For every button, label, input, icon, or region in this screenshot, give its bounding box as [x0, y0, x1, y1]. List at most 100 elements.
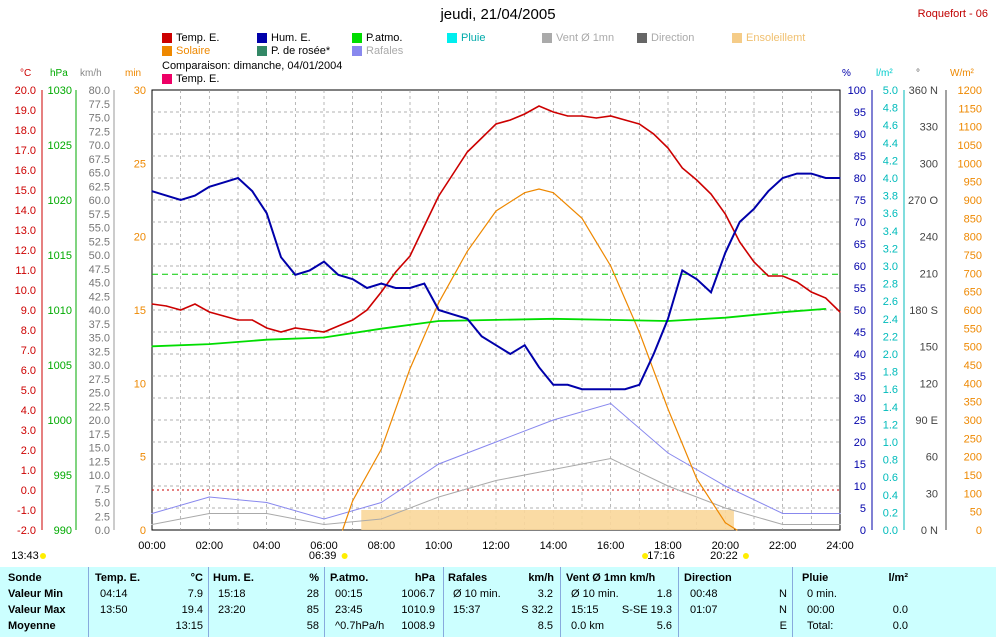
table-cell: 23:20 [218, 604, 246, 616]
table-cell: 28 [306, 588, 319, 600]
data-point [653, 133, 655, 135]
min-tick: 10 [134, 378, 146, 390]
table-row-label: Valeur Min [8, 588, 64, 600]
dir-tick: 60 [926, 452, 938, 464]
pres-tick: 1025 [48, 140, 72, 152]
wind-tick: 67.5 [89, 154, 110, 166]
legend-item: Hum. E. [257, 32, 311, 44]
rain-tick: 2.4 [883, 314, 898, 326]
data-point [839, 177, 841, 179]
data-point [294, 274, 296, 276]
wind-tick: 25.0 [89, 388, 110, 400]
sunset-dot [742, 553, 749, 559]
table-row-label: Moyenne [8, 620, 56, 632]
data-point [767, 275, 769, 277]
data-point [753, 261, 755, 263]
wind-tick: 40.0 [89, 305, 110, 317]
legend-swatch [162, 33, 172, 43]
solar-tick: 0 [976, 525, 982, 537]
legend-label: Pluie [461, 32, 486, 44]
wind-tick: 27.5 [89, 374, 110, 386]
legend-item: Ensoleillemt [732, 32, 805, 44]
dir-tick: 360 N [909, 85, 938, 97]
wind-tick: 60.0 [89, 195, 110, 207]
table-cell: 15:37 [453, 604, 481, 616]
data-point [638, 123, 640, 125]
wind-tick: 42.5 [89, 291, 110, 303]
rain-tick: 1.2 [883, 419, 898, 431]
data-point [380, 328, 382, 330]
table-header: Sonde [8, 572, 42, 584]
table-header: Hum. E. [213, 572, 254, 584]
data-point [724, 317, 726, 319]
temp-tick: 16.0 [15, 165, 36, 177]
solar-tick: 800 [964, 232, 982, 244]
rain-tick: 3.6 [883, 208, 898, 220]
wind-tick: 47.5 [89, 264, 110, 276]
table-header: P.atmo. [330, 572, 369, 584]
data-point [610, 457, 612, 460]
solar-tick: 1150 [958, 103, 982, 115]
data-point [839, 523, 841, 526]
table-header: Vent Ø 1mn km/h [566, 572, 656, 584]
wind-tick: 12.5 [89, 456, 110, 468]
min-tick: 25 [134, 158, 146, 170]
noon-dot [642, 553, 649, 559]
data-point [710, 291, 712, 293]
temp-tick: 8.0 [21, 325, 36, 337]
data-point [667, 485, 669, 487]
wind-tick: 5.0 [95, 498, 110, 510]
pres-tick: 1015 [48, 250, 72, 262]
data-point [423, 225, 425, 227]
legend-label: Direction [651, 32, 695, 44]
table-header: Pluie [802, 572, 829, 584]
wind-tick: 57.5 [89, 209, 110, 221]
wind-tick: 7.5 [95, 484, 110, 496]
x-tick: 04:00 [253, 540, 281, 552]
data-point [667, 408, 669, 410]
wind-tick: 45.0 [89, 278, 110, 290]
dir-tick: 90 E [915, 415, 938, 427]
wind-axis-unit: km/h [80, 68, 102, 79]
table-cell: 0.0 [892, 620, 908, 632]
table-cell: 00:00 [807, 604, 835, 616]
rain-tick: 4.2 [883, 155, 898, 167]
dir-tick: 240 [920, 232, 938, 244]
table-cell: N [779, 588, 787, 600]
data-point [380, 448, 382, 450]
data-point [581, 217, 583, 219]
temp-tick: 17.0 [15, 145, 36, 157]
rain-tick: 2.0 [883, 349, 898, 361]
data-point [266, 212, 268, 214]
hum-tick: 55 [854, 283, 866, 295]
hum-tick: 100 [848, 85, 866, 97]
temp-tick: 7.0 [21, 345, 36, 357]
dir-tick: 0 N [921, 525, 938, 537]
data-point [581, 115, 583, 117]
wind-tick: 30.0 [89, 360, 110, 372]
data-point [495, 319, 497, 321]
data-point [567, 115, 569, 117]
data-point [423, 283, 425, 285]
table-cell: 01:07 [690, 604, 718, 616]
table-cell: 19.4 [181, 604, 203, 616]
solar-tick: 50 [970, 507, 982, 519]
data-point [352, 319, 354, 321]
dir-tick: 270 O [908, 195, 938, 207]
legend-label: Rafales [366, 45, 404, 57]
hum-tick: 35 [854, 371, 866, 383]
data-point [825, 177, 827, 179]
comparison-legend: Temp. E. [162, 73, 219, 85]
data-point [208, 496, 210, 498]
data-point [610, 319, 612, 321]
data-point [524, 344, 526, 346]
x-tick: 00:00 [138, 540, 166, 552]
table-cell: Total: [807, 620, 834, 632]
data-point [151, 345, 153, 347]
data-point [552, 192, 554, 194]
data-point [724, 252, 726, 254]
table-header: °C [190, 572, 203, 584]
data-point [724, 522, 726, 524]
data-point [567, 384, 569, 386]
